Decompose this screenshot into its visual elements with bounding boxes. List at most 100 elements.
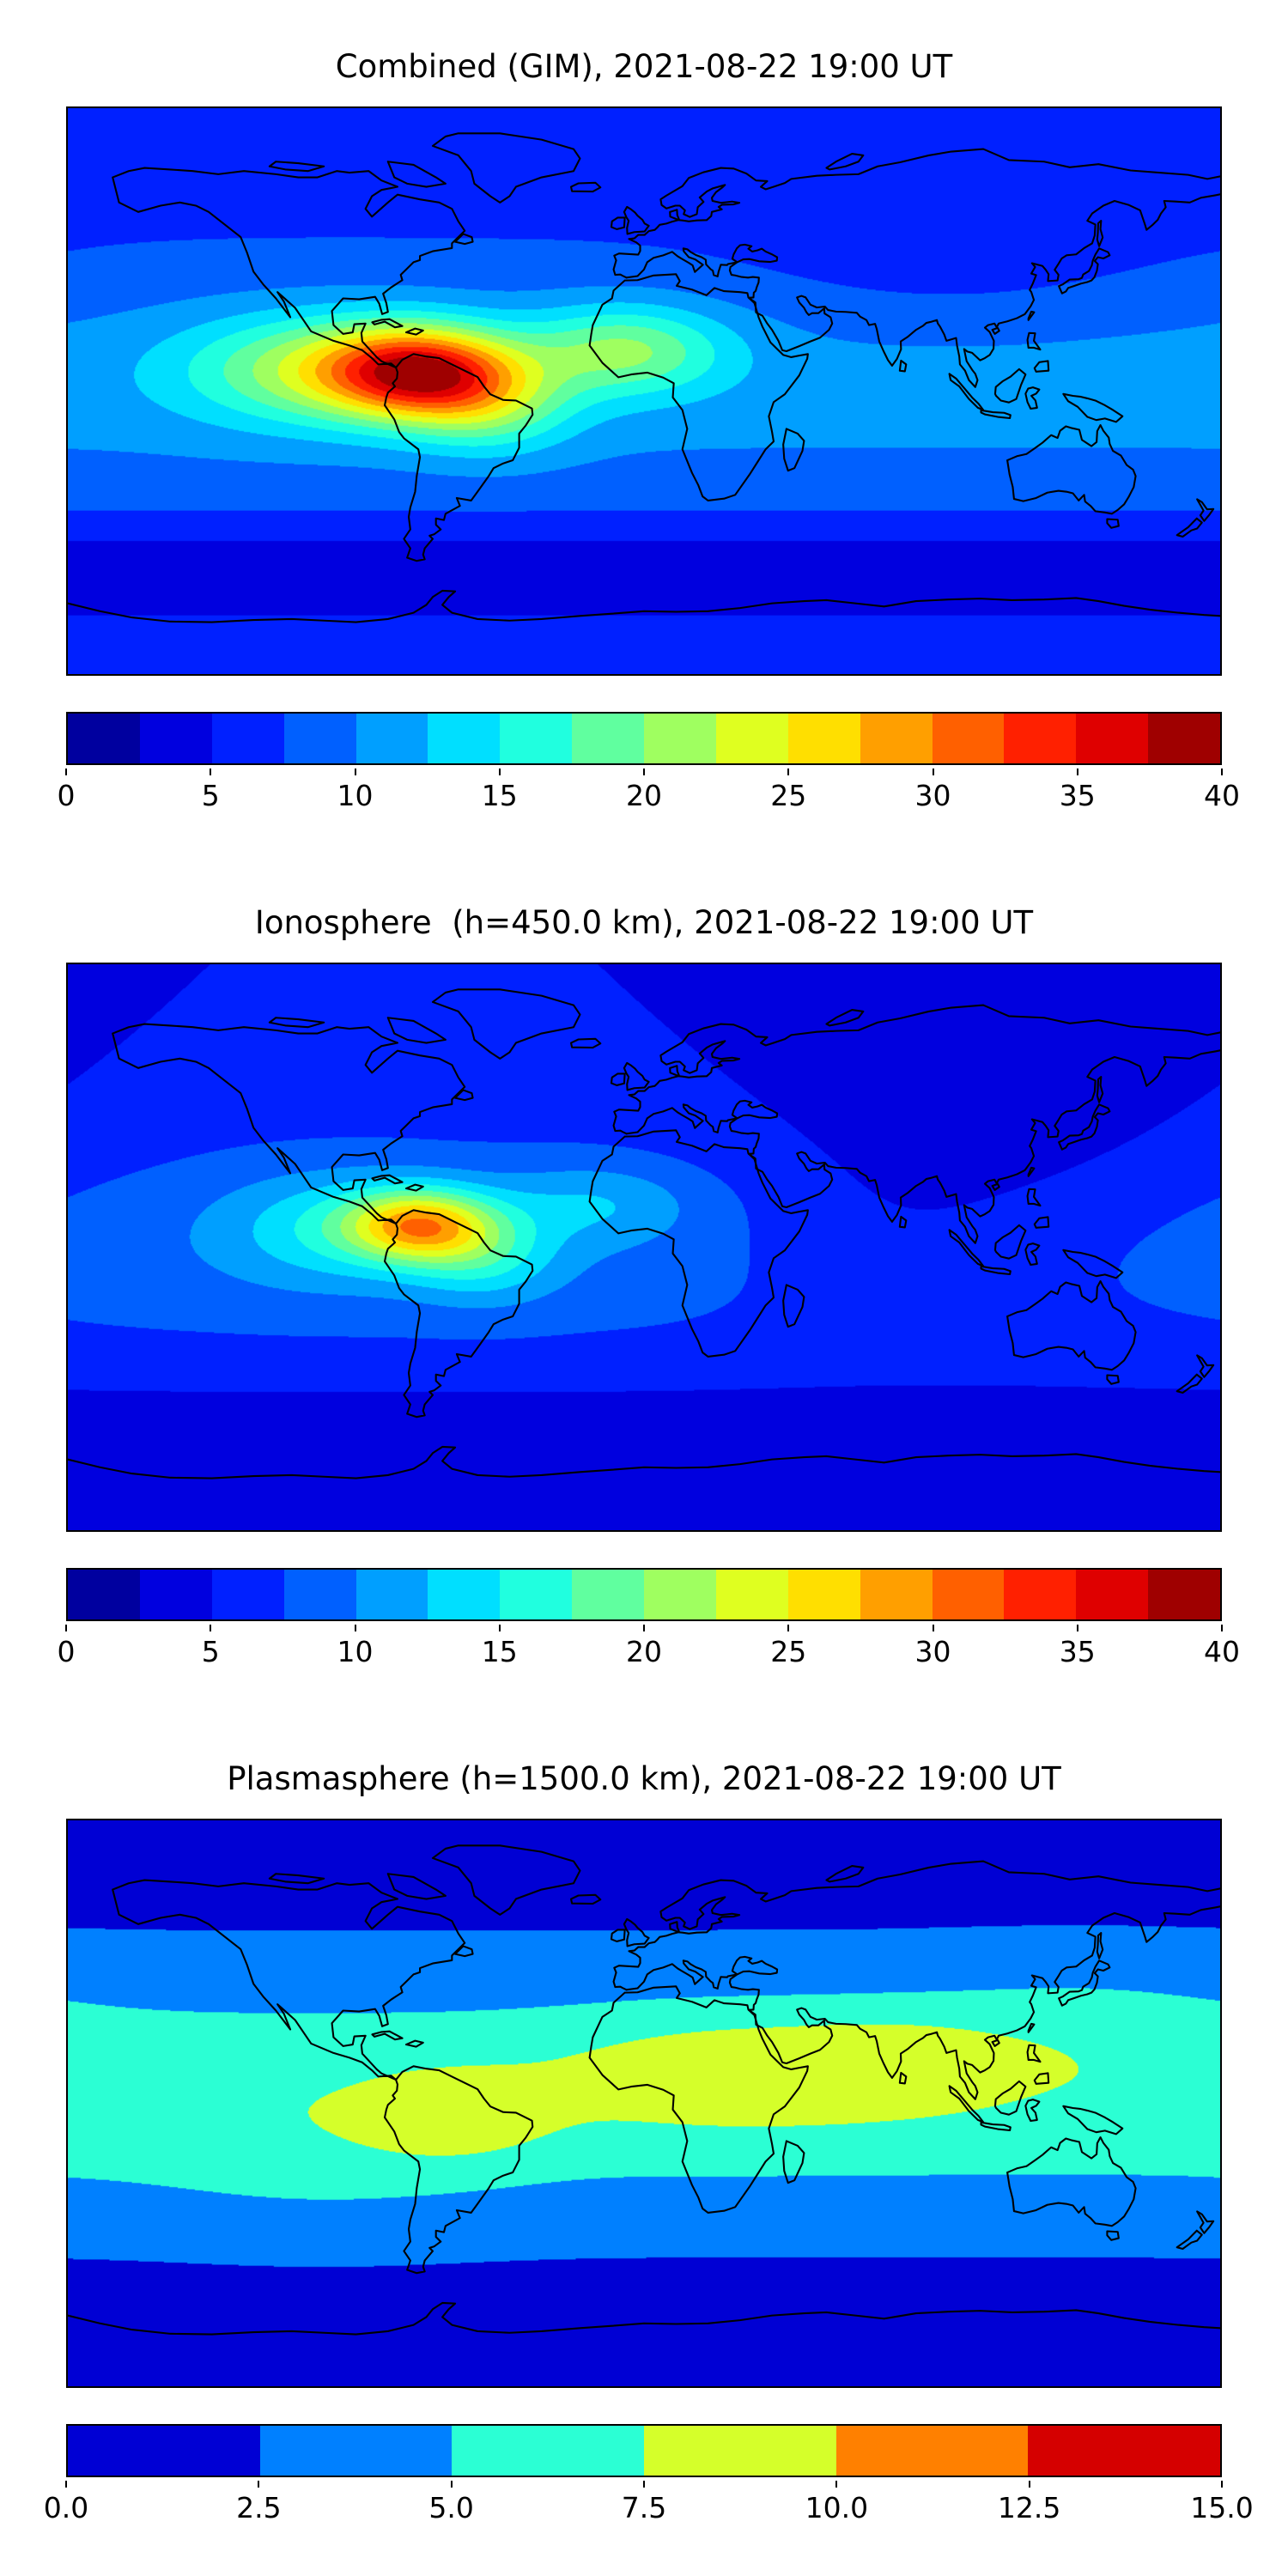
colorbar-segment bbox=[644, 2426, 836, 2476]
coastlines-overlay bbox=[68, 108, 1220, 674]
colorbar-segment bbox=[500, 714, 573, 763]
colorbar-tick-label: 0 bbox=[57, 1635, 76, 1668]
colorbar-tickmark bbox=[787, 769, 790, 775]
panel-title-plasmasphere: Plasmasphere (h=1500.0 km), 2021-08-22 1… bbox=[227, 1760, 1061, 1797]
colorbar-segment bbox=[428, 714, 501, 763]
colorbar-segment bbox=[787, 1570, 860, 1619]
colorbar-tick-label: 35 bbox=[1059, 779, 1096, 812]
colorbar-tickmark bbox=[1028, 2481, 1030, 2488]
colorbar-gradient-combined bbox=[66, 712, 1222, 765]
colorbar-tickmark bbox=[65, 2481, 67, 2488]
colorbar-tick-label: 15 bbox=[481, 779, 518, 812]
colorbar-tick-label: 0 bbox=[57, 779, 76, 812]
colorbar-segment bbox=[1076, 1570, 1149, 1619]
colorbar-tickmark bbox=[1076, 769, 1078, 775]
colorbar-segment bbox=[715, 1570, 788, 1619]
colorbar-segment bbox=[283, 714, 356, 763]
panel-ionosphere: Ionosphere (h=450.0 km), 2021-08-22 19:0… bbox=[58, 904, 1241, 1674]
colorbar-segment bbox=[572, 1570, 644, 1619]
colorbar-tick-label: 7.5 bbox=[621, 2491, 667, 2524]
colorbar-ticks-ionosphere: 0 5 10 15 20 25 30 35 40 bbox=[58, 1625, 1240, 1674]
colorbar-segment bbox=[452, 2426, 645, 2476]
colorbar-segment bbox=[428, 1570, 501, 1619]
colorbar-segment bbox=[283, 1570, 356, 1619]
colorbar-tickmark bbox=[354, 769, 356, 775]
colorbar-tick-label: 0.0 bbox=[43, 2491, 89, 2524]
colorbar-tick-label: 15.0 bbox=[1190, 2491, 1254, 2524]
coastlines-overlay bbox=[68, 964, 1220, 1530]
colorbar-tick-label: 10 bbox=[337, 1635, 374, 1668]
colorbar-tick-label: 40 bbox=[1204, 779, 1240, 812]
colorbar-segment bbox=[932, 1570, 1005, 1619]
panel-combined: Combined (GIM), 2021-08-22 19:00 UT 0 5 10… bbox=[58, 48, 1241, 818]
colorbar-tick-label: 10.0 bbox=[805, 2491, 869, 2524]
colorbar-tickmark bbox=[1221, 769, 1223, 775]
colorbar-tick-label: 40 bbox=[1204, 1635, 1240, 1668]
colorbar-tick-label: 20 bbox=[626, 1635, 662, 1668]
colorbar-tick-label: 35 bbox=[1059, 1635, 1096, 1668]
colorbar-segment bbox=[860, 714, 933, 763]
colorbar-gradient-ionosphere bbox=[66, 1568, 1222, 1621]
colorbar-segment bbox=[355, 714, 428, 763]
colorbar-tick-label: 5 bbox=[201, 779, 220, 812]
panel-plasmasphere: Plasmasphere (h=1500.0 km), 2021-08-22 1… bbox=[44, 1760, 1254, 2530]
colorbar-tickmark bbox=[65, 769, 67, 775]
colorbar-segment bbox=[572, 714, 644, 763]
colorbar-combined: 0 5 10 15 20 25 30 35 40 bbox=[58, 712, 1240, 818]
contour-map-canvas-ionosphere bbox=[68, 964, 1220, 1530]
contour-map-canvas-plasmasphere bbox=[68, 1820, 1220, 2386]
colorbar-segment bbox=[1148, 714, 1220, 763]
colorbar-tickmark bbox=[450, 2481, 453, 2488]
colorbar-tickmark bbox=[210, 1625, 212, 1631]
colorbar-tick-label: 15 bbox=[481, 1635, 518, 1668]
panel-title-combined: Combined (GIM), 2021-08-22 19:00 UT bbox=[335, 48, 953, 85]
colorbar-tick-label: 5.0 bbox=[428, 2491, 474, 2524]
colorbar-segment bbox=[644, 1570, 716, 1619]
colorbar-segment bbox=[644, 714, 716, 763]
colorbar-tickmark bbox=[643, 1625, 645, 1631]
colorbar-segment bbox=[787, 714, 860, 763]
colorbar-tick-label: 25 bbox=[770, 1635, 807, 1668]
colorbar-ticks-combined: 0 5 10 15 20 25 30 35 40 bbox=[58, 769, 1240, 818]
colorbar-tickmark bbox=[1221, 2481, 1223, 2488]
colorbar-segment bbox=[835, 2426, 1029, 2476]
colorbar-ticks-plasmasphere: 0.0 2.5 5.0 7.5 10.0 12.5 15.0 bbox=[44, 2481, 1254, 2530]
colorbar-tick-label: 12.5 bbox=[997, 2491, 1061, 2524]
colorbar-tickmark bbox=[1221, 1625, 1223, 1631]
colorbar-segment bbox=[1004, 1570, 1077, 1619]
coastlines-overlay bbox=[68, 1820, 1220, 2386]
colorbar-segment bbox=[1148, 1570, 1220, 1619]
colorbar-segment bbox=[355, 1570, 428, 1619]
colorbar-tickmark bbox=[643, 769, 645, 775]
map-plasmasphere bbox=[66, 1819, 1222, 2388]
panel-title-ionosphere: Ionosphere (h=450.0 km), 2021-08-22 19:0… bbox=[254, 904, 1034, 941]
colorbar-tick-label: 20 bbox=[626, 779, 662, 812]
colorbar-tickmark bbox=[498, 1625, 501, 1631]
colorbar-tickmark bbox=[643, 2481, 645, 2488]
colorbar-tick-label: 10 bbox=[337, 779, 374, 812]
colorbar-ionosphere: 0 5 10 15 20 25 30 35 40 bbox=[58, 1568, 1240, 1674]
map-combined bbox=[66, 106, 1222, 676]
colorbar-tick-label: 25 bbox=[770, 779, 807, 812]
colorbar-tickmark bbox=[65, 1625, 67, 1631]
colorbar-segment bbox=[68, 714, 140, 763]
colorbar-segment bbox=[139, 1570, 212, 1619]
colorbar-tickmark bbox=[932, 1625, 934, 1631]
map-ionosphere bbox=[66, 963, 1222, 1532]
colorbar-segment bbox=[715, 714, 788, 763]
colorbar-tick-label: 5 bbox=[201, 1635, 220, 1668]
colorbar-gradient-plasmasphere bbox=[66, 2424, 1222, 2477]
contour-map-canvas-combined bbox=[68, 108, 1220, 674]
colorbar-tickmark bbox=[787, 1625, 790, 1631]
colorbar-tickmark bbox=[835, 2481, 838, 2488]
colorbar-segment bbox=[259, 2426, 453, 2476]
colorbar-segment bbox=[68, 1570, 140, 1619]
colorbar-tickmark bbox=[932, 769, 934, 775]
colorbar-tickmark bbox=[498, 769, 501, 775]
colorbar-segment bbox=[139, 714, 212, 763]
colorbar-tick-label: 30 bbox=[914, 1635, 951, 1668]
colorbar-segment bbox=[500, 1570, 573, 1619]
colorbar-segment bbox=[1028, 2426, 1221, 2476]
colorbar-tickmark bbox=[258, 2481, 260, 2488]
